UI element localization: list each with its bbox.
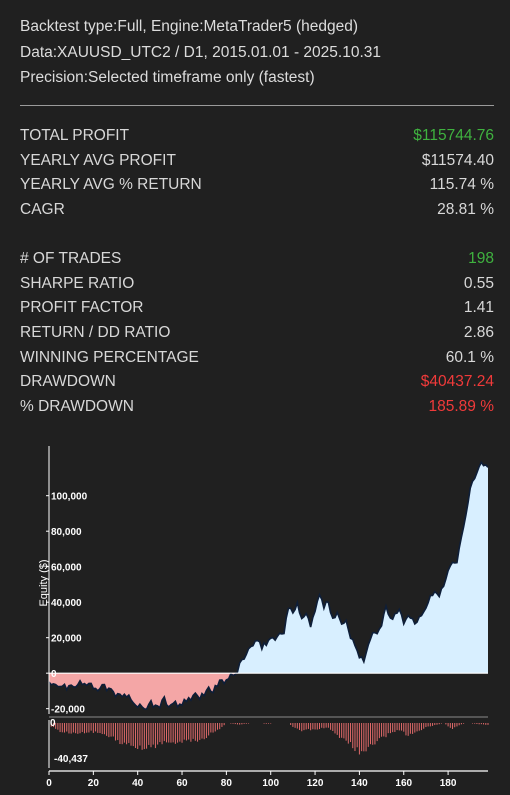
y-tick-label: 80,000 xyxy=(51,527,82,538)
stat-label: TOTAL PROFIT xyxy=(20,127,130,144)
stat-label: % DRAWDOWN xyxy=(20,398,134,416)
stat-row: CAGR 28.81 % xyxy=(20,198,494,223)
stat-label: WINNING PERCENTAGE xyxy=(20,348,199,366)
equity-chart: 100,000 80,000 60,000 40,000 20,000 0 -20,000 E… xyxy=(38,446,489,789)
trade-stats: # OF TRADES 198 SHARPE RATIO 0.55 PROFIT FAC… xyxy=(20,247,494,420)
stat-value: 115.74 % xyxy=(429,176,494,194)
stat-value: 60.1 % xyxy=(445,348,494,366)
stat-value: 28.81 % xyxy=(437,201,494,219)
y-tick-label: 20,000 xyxy=(51,634,82,645)
equity-positive-area xyxy=(49,462,488,674)
x-tick-label: 160 xyxy=(395,778,412,789)
stat-row: TOTAL PROFIT $115744.76 xyxy=(20,124,494,149)
stat-label: PROFIT FACTOR xyxy=(20,299,144,317)
y-tick-label: -20,000 xyxy=(51,705,85,716)
stat-label: SHARPE RATIO xyxy=(20,274,135,292)
y-tick-label: 60,000 xyxy=(51,563,82,574)
stat-row: DRAWDOWN $40437.24 xyxy=(20,370,494,395)
x-tick-label: 120 xyxy=(307,778,324,789)
stat-row: % DRAWDOWN 185.89 % xyxy=(20,395,494,420)
stat-row: YEARLY AVG % RETURN 115.74 % xyxy=(20,173,494,198)
x-tick-label: 40 xyxy=(132,778,144,789)
y-tick-label: 100,000 xyxy=(51,492,88,503)
stat-value: 0.55 xyxy=(463,274,494,292)
stat-value: $11574.40 xyxy=(421,151,494,169)
x-tick-label: 180 xyxy=(440,778,457,789)
x-tick-label: 140 xyxy=(351,778,368,789)
x-tick-label: 20 xyxy=(88,778,100,789)
stat-value: 1.41 xyxy=(463,299,494,317)
x-tick-label: 60 xyxy=(176,778,188,789)
backtest-header: Backtest type:Full, Engine:MetaTrader5 (… xyxy=(20,14,494,91)
x-tick-label: 100 xyxy=(262,778,279,789)
stat-value: $40437.24 xyxy=(420,373,494,391)
stat-label: YEARLY AVG % RETURN xyxy=(20,176,202,194)
equity-line xyxy=(48,460,489,711)
y-tick-label: 0 xyxy=(51,669,57,680)
stat-row: PROFIT FACTOR 1.41 xyxy=(20,296,494,321)
stat-row: WINNING PERCENTAGE 60.1 % xyxy=(20,346,494,371)
stat-value: 185.89 % xyxy=(428,398,495,416)
x-tick-label: 80 xyxy=(221,778,233,789)
stat-label: DRAWDOWN xyxy=(20,373,116,391)
backtest-type-line: Backtest type:Full, Engine:MetaTrader5 (… xyxy=(20,18,359,35)
drawdown-zero-label: 0 xyxy=(50,718,56,729)
stat-label: # OF TRADES xyxy=(20,250,122,267)
y-axis-label: Equity ($) xyxy=(38,559,50,606)
stat-label: YEARLY AVG PROFIT xyxy=(20,151,176,169)
profit-stats: TOTAL PROFIT $115744.76 YEARLY AVG PROFIT $… xyxy=(20,124,494,223)
equity-negative-area xyxy=(49,673,488,710)
stat-label: CAGR xyxy=(20,201,65,219)
stat-value: 198 xyxy=(468,250,494,267)
stat-row: YEARLY AVG PROFIT $11574.40 xyxy=(20,149,494,174)
data-range-line: Data:XAUUSD_UTC2 / D1, 2015.01.01 - 2025… xyxy=(20,43,382,61)
y-tick-label: 40,000 xyxy=(51,598,82,609)
stat-row: # OF TRADES 198 xyxy=(20,247,494,272)
x-tick-label: 0 xyxy=(46,778,52,789)
stat-row: RETURN / DD RATIO 2.86 xyxy=(20,321,494,346)
stat-label: RETURN / DD RATIO xyxy=(20,324,171,342)
stat-value: $115744.76 xyxy=(413,127,494,144)
precision-line: Precision:Selected timeframe only (faste… xyxy=(20,69,315,86)
header-divider xyxy=(20,105,494,106)
stat-row: SHARPE RATIO 0.55 xyxy=(20,272,494,297)
stat-value: 2.86 xyxy=(463,324,494,342)
drawdown-min-label: -40,437 xyxy=(54,754,88,765)
